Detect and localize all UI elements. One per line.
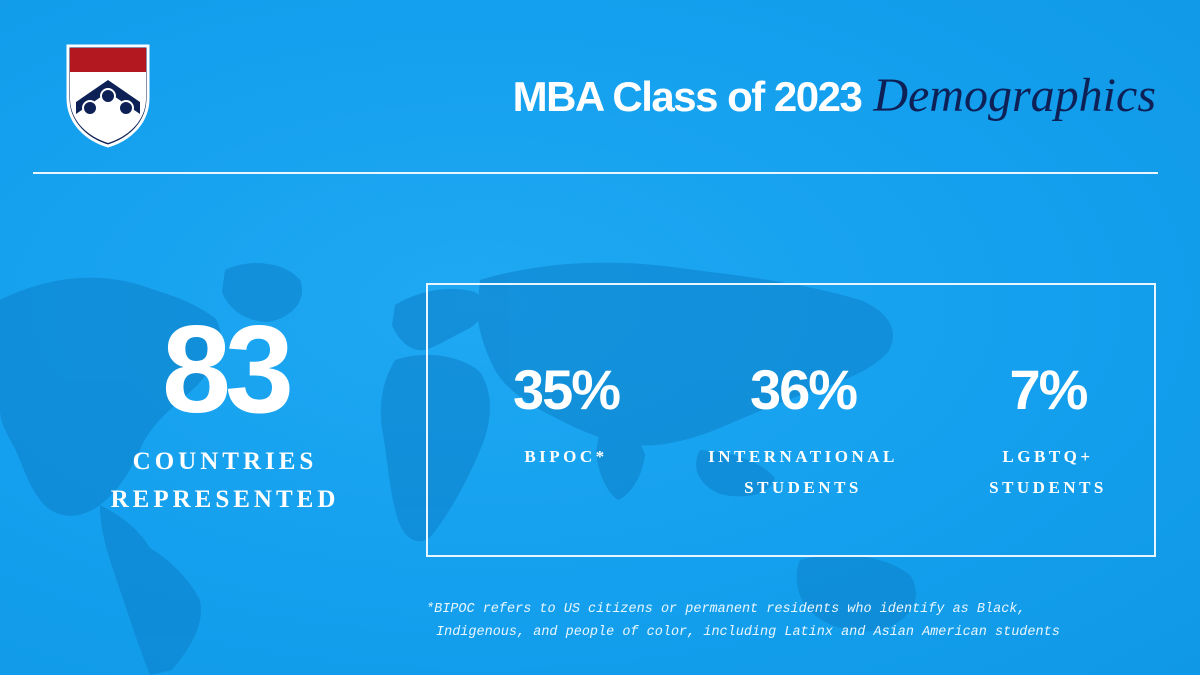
countries-number: 83 <box>162 301 294 439</box>
stat-value: 36% <box>749 358 858 421</box>
stat-label: INTERNATIONAL STUDENTS <box>673 441 933 503</box>
stat-international: 36% INTERNATIONAL STUDENTS <box>673 355 933 503</box>
stat-bipoc: 35% BIPOC* <box>466 355 666 472</box>
stat-value: 35% <box>512 358 621 421</box>
stat-value: 7% <box>1009 358 1089 421</box>
countries-label-line2: REPRESENTED <box>110 486 340 513</box>
stat-label-line1: LGBTQ+ <box>1002 447 1094 466</box>
countries-label-line1: COUNTRIES <box>132 448 318 475</box>
stats-box: 35% BIPOC* 36% INTERNATIONAL STUDENTS 7%… <box>426 283 1156 557</box>
penn-shield-icon <box>66 44 150 148</box>
divider <box>33 172 1158 174</box>
footnote-line2: Indigenous, and people of color, includi… <box>436 625 1060 640</box>
stat-label-line2: STUDENTS <box>744 478 862 497</box>
title-accent: Demographics <box>873 69 1156 122</box>
footnote-line1: *BIPOC refers to US citizens or permanen… <box>426 602 1026 617</box>
stat-label-line1: BIPOC* <box>524 447 608 466</box>
page-title: MBA Class of 2023 Demographics <box>513 68 1156 128</box>
countries-stat: 83 COUNTRIES REPRESENTED <box>60 295 390 519</box>
stat-label: BIPOC* <box>466 441 666 472</box>
countries-label: COUNTRIES REPRESENTED <box>60 443 390 519</box>
stat-lgbtq: 7% LGBTQ+ STUDENTS <box>948 355 1148 503</box>
stat-label-line1: INTERNATIONAL <box>708 447 898 466</box>
stat-label-line2: STUDENTS <box>989 478 1107 497</box>
stat-label: LGBTQ+ STUDENTS <box>948 441 1148 503</box>
footnote: *BIPOC refers to US citizens or permanen… <box>426 598 1166 644</box>
title-main: MBA Class of 2023 <box>512 73 863 120</box>
